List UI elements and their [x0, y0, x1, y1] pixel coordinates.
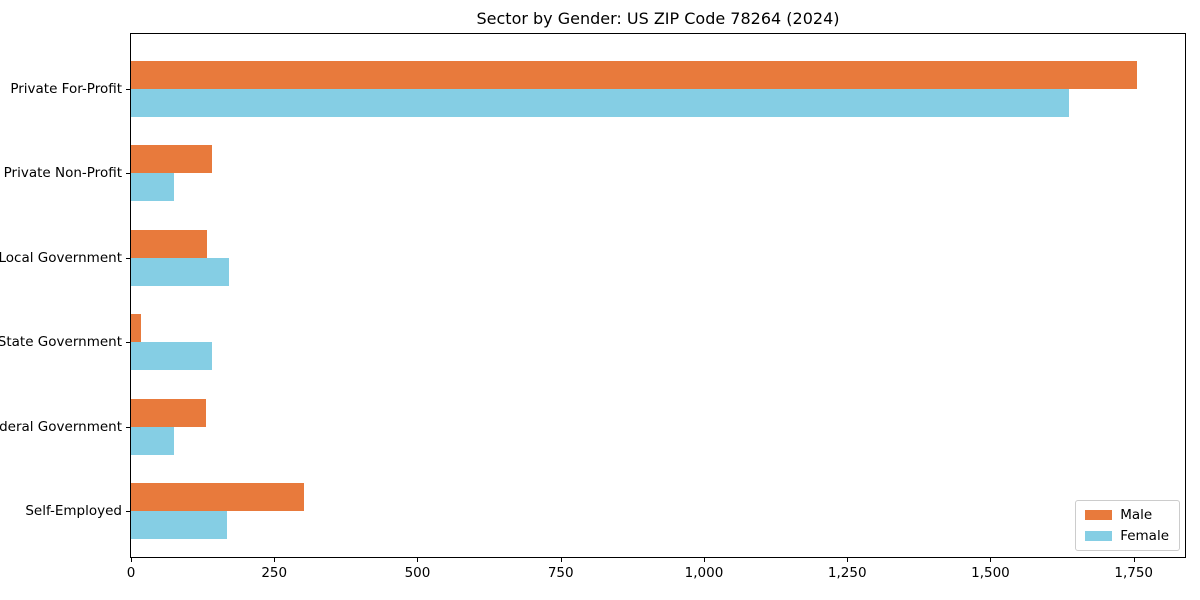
bar-male-private-non-profit: [131, 145, 213, 174]
bar-female-local-government: [131, 257, 229, 286]
plot-area: Private For-Profit Private Non-Profit Loca…: [0, 33, 1186, 581]
legend-item-female: Female: [1085, 528, 1169, 544]
y-axis-label-private-for-profit: Private For-Profit: [10, 81, 122, 97]
legend-item-male: Male: [1085, 507, 1169, 523]
y-tick-private-for-profit: [126, 89, 131, 90]
x-tick-label-1250: 1,250: [827, 565, 867, 581]
y-axis-label-self-employed: Self-Employed: [25, 503, 122, 519]
x-tick-1000: [703, 557, 705, 562]
y-tick-private-non-profit: [126, 173, 131, 175]
y-axis-label-state-government: State Government: [0, 334, 122, 351]
chart-title: Sector by Gender: US ZIP Code 78264 (202…: [476, 9, 840, 28]
x-tick-label-1750: 1,750: [1114, 565, 1154, 581]
x-tick-label-250: 250: [261, 565, 288, 581]
legend-swatch-male: [1085, 510, 1113, 520]
x-tick-750: [560, 557, 562, 562]
y-axis-label-federal-government: Federal Government: [0, 418, 122, 435]
legend: Male Female: [1075, 500, 1180, 551]
y-tick-local-government: [126, 257, 131, 259]
y-axis-label-private-non-profit: Private Non-Profit: [3, 165, 122, 182]
x-tick-label-1500: 1,500: [971, 565, 1010, 581]
bar-female-self-employed: [131, 511, 228, 539]
bar-male-local-government: [131, 229, 208, 258]
x-tick-label-750: 750: [547, 565, 574, 581]
x-tick-label-0: 0: [126, 565, 136, 581]
bar-female-private-for-profit: [131, 89, 1069, 117]
bar-male-state-government: [131, 314, 142, 343]
y-axis-label-local-government: Local Government: [0, 249, 122, 266]
x-tick-500: [417, 557, 419, 562]
x-tick-250: [274, 557, 276, 562]
bar-male-federal-government: [131, 398, 207, 427]
x-tick-label-1000: 1,000: [684, 565, 724, 581]
bar-male-private-for-profit: [131, 61, 1137, 89]
y-tick-self-employed: [126, 511, 131, 512]
x-tick-1250: [847, 557, 849, 562]
bar-female-private-non-profit: [131, 173, 174, 202]
legend-label-female: Female: [1120, 528, 1169, 544]
bar-female-federal-government: [131, 426, 174, 455]
x-tick-0: [131, 557, 132, 562]
y-tick-federal-government: [126, 426, 131, 428]
legend-swatch-female: [1085, 531, 1113, 541]
x-tick-label-500: 500: [404, 565, 431, 581]
bar-female-state-government: [131, 342, 213, 371]
x-tick-1750: [1133, 557, 1135, 562]
bar-male-self-employed: [131, 483, 305, 511]
x-tick-1500: [990, 557, 992, 562]
legend-label-male: Male: [1120, 507, 1153, 523]
y-tick-state-government: [126, 342, 131, 344]
